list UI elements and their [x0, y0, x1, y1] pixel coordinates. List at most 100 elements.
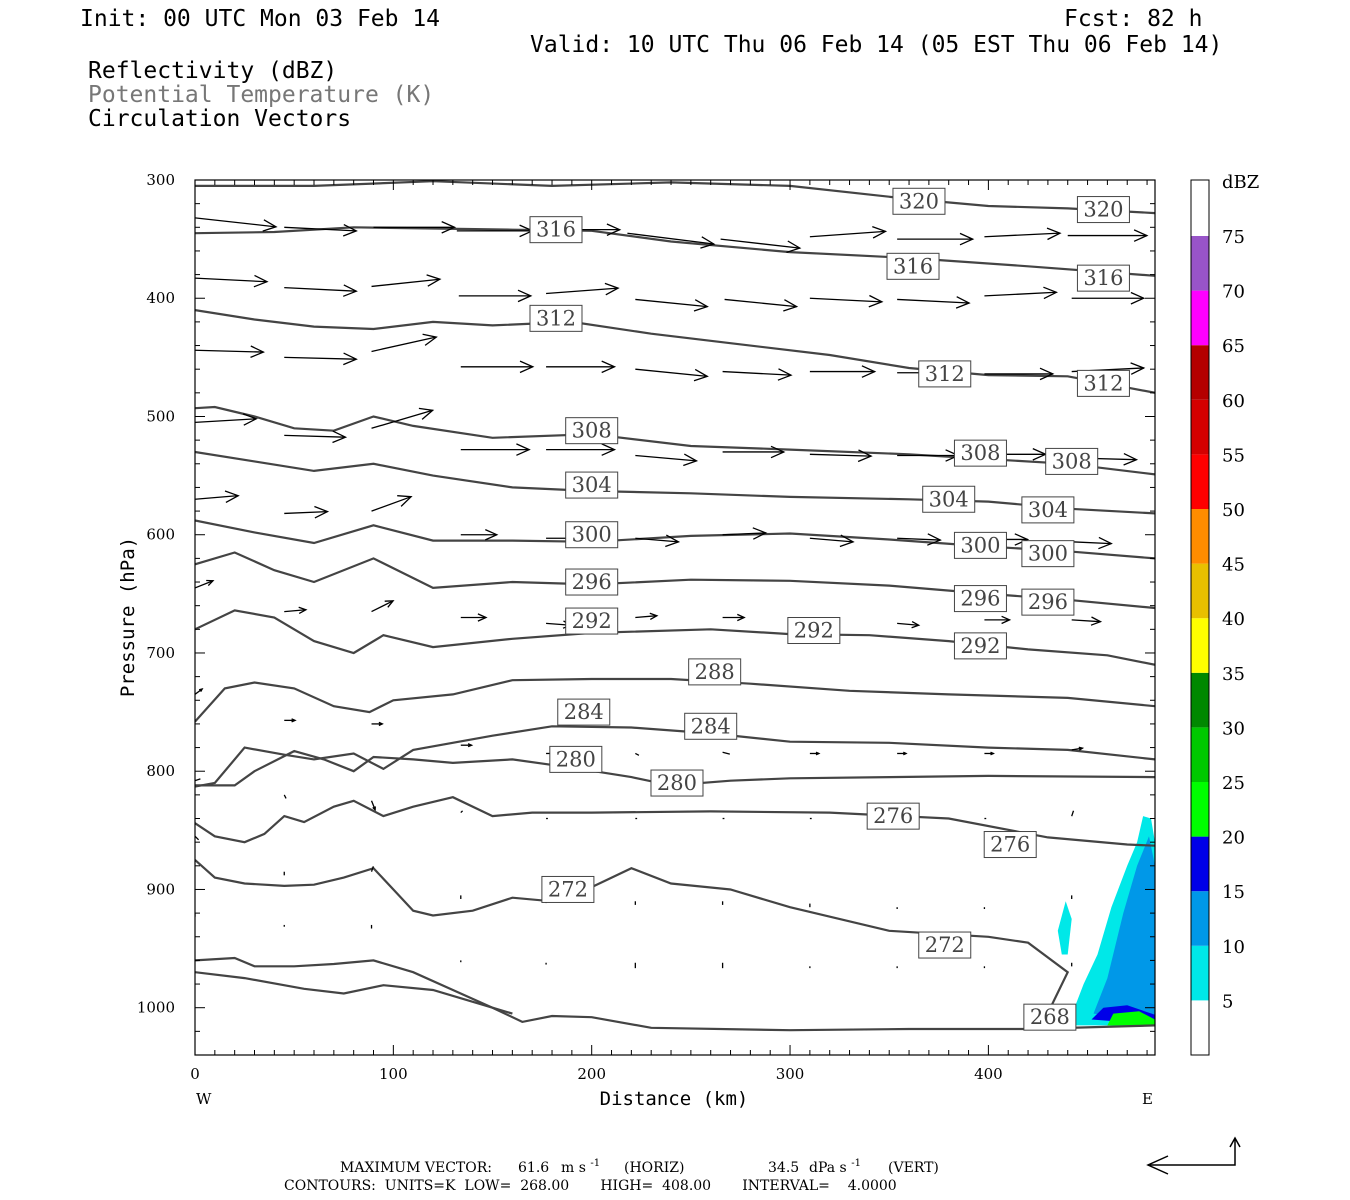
theta-contour-280-10 — [195, 749, 1155, 787]
contour-label-text: 296 — [572, 570, 612, 594]
max-vector-vert-tag: (VERT) — [888, 1160, 939, 1176]
contour-label-text: 312 — [925, 362, 965, 386]
circulation-vector-41 — [897, 449, 960, 462]
reflectivity-area-1 — [1057, 901, 1072, 955]
circulation-vector-5 — [627, 232, 716, 249]
contour-label-text: 292 — [960, 634, 1000, 658]
contour-label-276-0: 276 — [866, 802, 920, 830]
max-vector-horiz-exp: -1 — [590, 1158, 600, 1169]
theta-contour-312-2 — [195, 309, 1155, 394]
reflectivity-colorbar: 5 10 15 20 25 30 35 40 45 50 55 60 65 70 75 — [1190, 179, 1245, 1056]
contour-label-316-0: 316 — [529, 216, 583, 244]
circulation-vector-13 — [371, 274, 442, 288]
contour-label-text: 276 — [873, 804, 913, 828]
colorbar-frame — [1190, 179, 1210, 1056]
circulation-vector-11 — [195, 274, 269, 288]
colorbar-segment-45 — [1191, 509, 1209, 564]
colorbar-segment-60 — [1191, 345, 1209, 400]
circulation-vector-45 — [284, 505, 330, 519]
max-vector-horiz-tag: (HORIZ) — [624, 1160, 684, 1176]
y-tick-label-800: 800 — [146, 762, 175, 780]
max-vector-text: MAXIMUM VECTOR: 61.6 m s -1 (HORIZ) 34.5… — [340, 1154, 939, 1176]
circulation-vector-39 — [722, 445, 786, 459]
theta-contour-276-11 — [195, 796, 1155, 847]
contour-label-box — [953, 439, 1007, 467]
contour-label-text: 308 — [1052, 449, 1092, 473]
circulation-vector-46 — [371, 495, 413, 512]
contour-label-box — [1021, 540, 1075, 568]
circulation-vector-74 — [897, 751, 908, 756]
circulation-vector-71 — [635, 752, 640, 756]
circulation-vector-38 — [635, 453, 699, 467]
contour-label-280-1: 280 — [650, 769, 704, 797]
circulation-vector-25 — [460, 360, 535, 374]
circulation-vector-21 — [1071, 291, 1146, 305]
contour-label-text: 312 — [536, 306, 576, 330]
circulation-vector-49 — [635, 534, 681, 548]
y-tick-label-400: 400 — [146, 289, 175, 307]
circulation-vector-22 — [195, 345, 265, 359]
contour-label-text: 304 — [1028, 498, 1068, 522]
potential-temperature-contours — [195, 180, 1155, 1032]
colorbar-segment-30 — [1191, 672, 1209, 728]
contour-label-box — [886, 252, 940, 280]
contour-label-text: 304 — [572, 473, 612, 497]
circulation-vector-60 — [635, 612, 659, 620]
y-tick-label-900: 900 — [146, 880, 175, 898]
circulation-vector-77 — [195, 778, 201, 782]
circulation-vector-72 — [722, 751, 730, 755]
circulation-vector-51 — [809, 534, 855, 548]
circulation-vector-10 — [1067, 229, 1149, 242]
contour-label-text: 276 — [990, 833, 1030, 857]
contour-label-292-0: 292 — [565, 607, 619, 635]
colorbar-label-45: 45 — [1222, 555, 1245, 576]
circulation-vector-17 — [724, 298, 799, 312]
circulation-vector-76 — [1071, 746, 1085, 751]
contour-label-text: 296 — [1028, 590, 1068, 614]
circulation-vector-66 — [195, 688, 204, 695]
contour-label-box — [983, 831, 1037, 859]
contour-label-280-0: 280 — [549, 745, 603, 773]
contour-label-box — [565, 471, 619, 499]
circulation-vector-14 — [458, 289, 533, 303]
circulation-vector-15 — [546, 282, 620, 296]
colorbar-label-60: 60 — [1222, 391, 1245, 412]
max-vector-vert-value: 34.5 — [768, 1160, 799, 1176]
contour-label-text: 304 — [929, 487, 969, 511]
contour-label-text: 308 — [572, 419, 612, 443]
theta-contour-316-1 — [195, 226, 1155, 277]
max-vector-lead: MAXIMUM VECTOR: — [340, 1160, 492, 1176]
colorbar-segment-70 — [1191, 236, 1209, 291]
x-tick-label-300: 300 — [776, 1065, 805, 1083]
plot-frame — [194, 179, 1156, 1056]
contour-label-text: 316 — [893, 254, 933, 278]
max-vector-vert-exp: -1 — [851, 1158, 861, 1169]
contour-labels-layer: 320 320 316 316 316 312 312 312 308 308 308 304 304 3… — [529, 187, 1130, 1031]
contour-label-box — [918, 360, 972, 388]
contour-label-292-2: 292 — [953, 632, 1007, 660]
circulation-vector-69 — [460, 743, 474, 748]
circulation-vector-0 — [195, 217, 278, 232]
contour-label-box — [650, 769, 704, 797]
x-tick-label-0: 0 — [190, 1065, 200, 1083]
reference-vector-icon — [1146, 1136, 1241, 1175]
max-vector-horiz-value: 61.6 — [518, 1160, 549, 1176]
contour-label-box — [565, 607, 619, 635]
contour-label-text: 288 — [695, 660, 735, 684]
contour-label-296-2: 296 — [1021, 588, 1075, 616]
circulation-vector-8 — [897, 232, 975, 246]
y-tick-label-300: 300 — [146, 171, 175, 189]
contour-label-box — [565, 568, 619, 596]
circulation-vector-67 — [284, 718, 297, 723]
contour-label-320-0: 320 — [892, 187, 946, 215]
contour-label-304-1: 304 — [922, 485, 976, 513]
colorbar-segment-25 — [1191, 727, 1209, 782]
init-time: Init: 00 UTC Mon 03 Feb 14 — [80, 6, 440, 32]
circulation-vector-2 — [373, 221, 457, 234]
contour-label-308-0: 308 — [565, 417, 619, 445]
contour-label-box — [953, 531, 1007, 559]
contour-label-316-1: 316 — [886, 252, 940, 280]
circulation-vector-79 — [370, 800, 376, 812]
colorbar-label-15: 15 — [1222, 882, 1245, 903]
circulation-vector-18 — [809, 294, 884, 308]
